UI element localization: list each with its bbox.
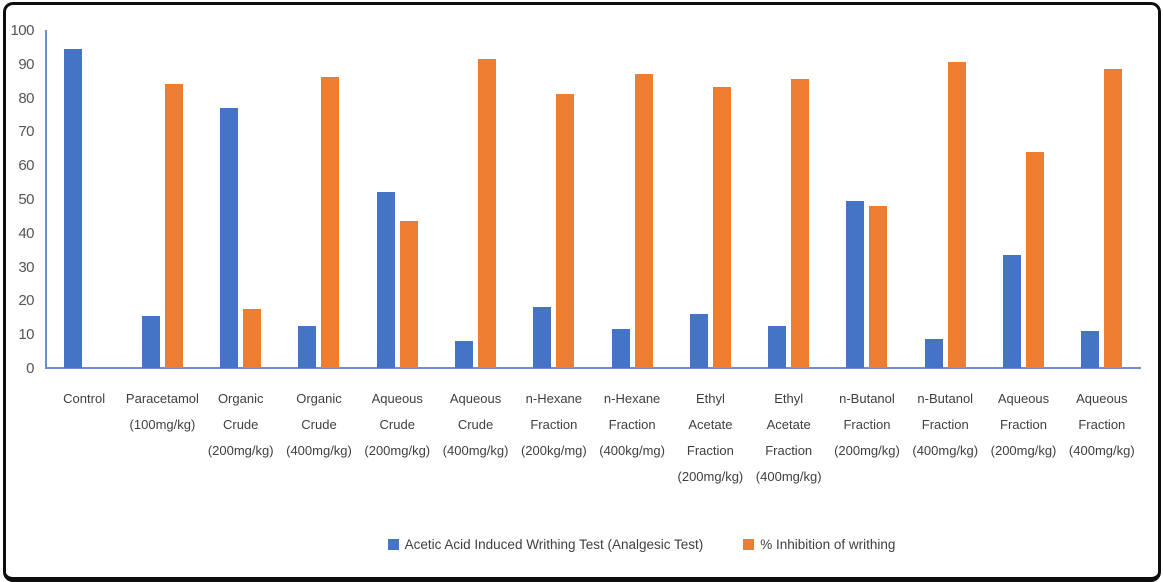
inhibition-bar [164, 84, 183, 368]
y-tick-label: 30 [18, 258, 34, 276]
x-axis-label: Aqueous Fraction (400mg/kg) [1068, 391, 1135, 458]
y-tick-label: 60 [18, 157, 34, 175]
writhing-test-bar [298, 325, 317, 368]
x-axis-label: Ethyl Acetate Fraction (400mg/kg) [755, 391, 822, 484]
plot-area [45, 30, 1141, 368]
category-bar-group [515, 30, 593, 368]
inhibition-bar [634, 73, 653, 368]
legend-item: % Inhibition of writhing [743, 537, 895, 552]
x-axis-label: n-Hexane Fraction (400kg/mg) [599, 391, 665, 458]
legend-label: Acetic Acid Induced Writhing Test (Analg… [404, 537, 704, 552]
inhibition-bar [712, 87, 731, 368]
x-axis-line [45, 367, 1141, 369]
category-bar-group [1063, 30, 1141, 368]
inhibition-bar [869, 205, 888, 368]
writhing-test-bar [63, 48, 82, 368]
inhibition-bar [321, 77, 340, 368]
x-axis-label: n-Hexane Fraction (200kg/mg) [520, 391, 587, 458]
category-bar-group [906, 30, 984, 368]
category-bar-group [280, 30, 358, 368]
y-tick-label: 100 [10, 22, 34, 39]
x-axis-label: Ethyl Acetate Fraction (200mg/kg) [677, 391, 744, 484]
writhing-test-bar [768, 325, 787, 368]
y-tick-label: 20 [18, 292, 34, 310]
inhibition-bar [947, 62, 966, 368]
y-tick-label: 0 [26, 360, 34, 377]
y-tick-label: 10 [18, 326, 34, 344]
y-tick-label: 40 [18, 224, 34, 242]
x-axis-label: n-Butanol Fraction (400mg/kg) [912, 391, 979, 458]
writhing-test-bar [533, 307, 552, 368]
writhing-test-bar [1003, 254, 1022, 368]
x-axis-label: Organic Crude (400mg/kg) [286, 391, 352, 458]
x-axis-label: Aqueous Fraction (200mg/kg) [990, 391, 1057, 458]
writhing-test-bar [141, 315, 160, 368]
legend-item: Acetic Acid Induced Writhing Test (Analg… [387, 537, 704, 552]
inhibition-bar [243, 308, 262, 368]
category-bar-group [202, 30, 280, 368]
category-bar-group [358, 30, 436, 368]
chart-legend: Acetic Acid Induced Writhing Test (Analg… [0, 537, 1163, 552]
inhibition-bar [556, 94, 575, 368]
x-axis-category-labels: Control Paracetamol (100mg/kg) Organic Cru… [45, 386, 1141, 490]
category-bar-group [984, 30, 1062, 368]
x-axis-label: Control [63, 391, 106, 406]
y-tick-label: 90 [18, 55, 34, 73]
writhing-test-bar [846, 200, 865, 368]
legend-label: % Inhibition of writhing [760, 537, 896, 552]
inhibition-bar [1026, 151, 1045, 368]
y-tick-label: 50 [18, 191, 34, 208]
legend-swatch-icon [387, 539, 399, 550]
inhibition-bar [791, 79, 810, 368]
category-bar-group [45, 30, 123, 368]
y-tick-label: 80 [18, 89, 34, 107]
category-bar-group [828, 30, 906, 368]
category-bar-group [671, 30, 749, 368]
writhing-test-bar [924, 339, 943, 368]
writhing-test-bar [689, 313, 708, 368]
x-axis-label: Aqueous Crude (200mg/kg) [364, 391, 431, 458]
inhibition-bar [1104, 68, 1123, 368]
x-axis-label: Aqueous Crude (400mg/kg) [442, 391, 509, 458]
category-bar-group [123, 30, 201, 368]
category-bar-group [750, 30, 828, 368]
writhing-test-bar [376, 192, 395, 368]
writhing-test-bar [1081, 330, 1100, 368]
writhing-test-bar [455, 340, 474, 368]
legend-swatch-icon [743, 539, 755, 550]
x-axis-label: Organic Crude (200mg/kg) [207, 391, 274, 458]
writhing-test-bar [611, 329, 630, 368]
y-axis-tick-labels: 0 10 20 30 40 50 60 70 80 90 100 [0, 22, 38, 377]
x-axis-label: Paracetamol (100mg/kg) [125, 391, 199, 432]
inhibition-bar [399, 220, 418, 368]
x-axis-label: n-Butanol Fraction (200mg/kg) [834, 391, 900, 458]
category-bar-group [593, 30, 671, 368]
inhibition-bar [478, 58, 497, 368]
writhing-test-bar [220, 107, 239, 368]
y-tick-label: 70 [18, 123, 34, 141]
y-axis-line [45, 30, 47, 368]
category-bar-group [436, 30, 514, 368]
